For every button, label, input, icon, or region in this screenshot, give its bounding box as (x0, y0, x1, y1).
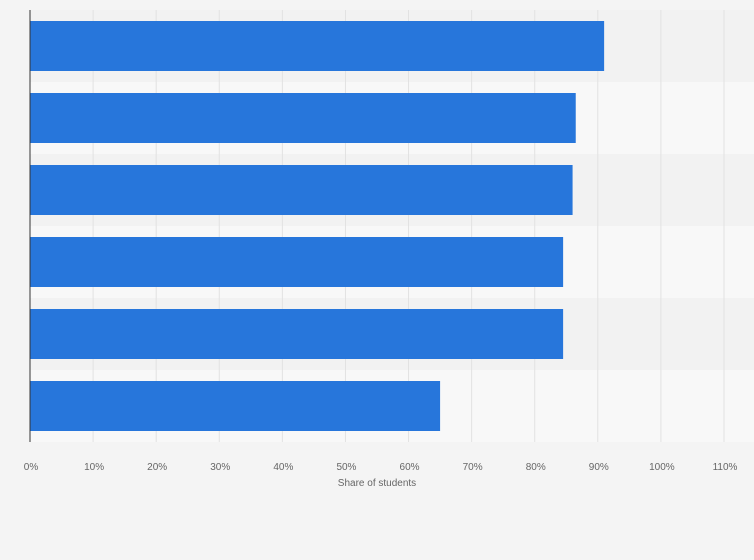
bars (30, 21, 605, 431)
x-tick-label: 40% (273, 462, 293, 473)
x-tick-label: 80% (526, 462, 546, 473)
x-tick-label: 0% (24, 462, 39, 473)
bar (30, 93, 576, 143)
x-tick-labels: 0% 10% 20% 30% 40% 50% 60% 70% 80% 90% 100% 110% (24, 462, 738, 473)
x-tick-label: 50% (336, 462, 356, 473)
x-tick-label: 60% (400, 462, 420, 473)
bar (30, 237, 564, 287)
x-tick-label: 110% (713, 462, 738, 473)
grid-lines (92, 10, 725, 442)
bar (30, 165, 573, 215)
row-bands (30, 10, 754, 442)
x-tick-label: 30% (210, 462, 230, 473)
x-tick-label: 70% (463, 462, 483, 473)
x-tick-label: 100% (649, 462, 675, 473)
bar (30, 381, 441, 431)
x-tick-label: 90% (589, 462, 609, 473)
bar (30, 309, 564, 359)
x-tick-label: 10% (84, 462, 104, 473)
bar (30, 21, 605, 71)
x-tick-label: 20% (147, 462, 167, 473)
x-axis-title: Share of students (338, 478, 416, 489)
